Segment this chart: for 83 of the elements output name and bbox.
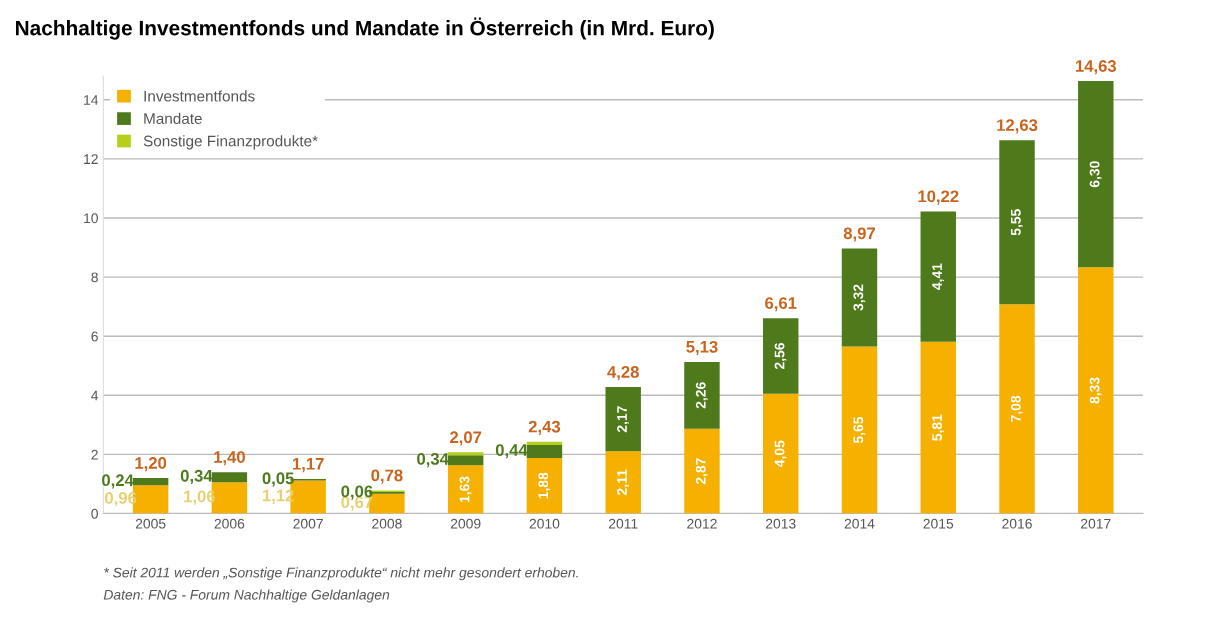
data-label: 2,26 [695,382,708,409]
bar [684,428,720,514]
data-label: 6,30 [1089,161,1102,188]
x-tick-label: 2015 [923,518,954,529]
total-label: 14,63 [1075,60,1117,75]
data-label: 7,08 [1010,395,1023,422]
data-label: 4,41 [932,263,944,290]
x-tick-label: 2013 [765,518,796,529]
text: Daten: FNG - Forum Nachhaltige Geldanlagen [103,589,390,603]
data-label: 2,11 [617,469,629,496]
y-tick-label: 4 [91,390,99,401]
y-tick-label: 12 [84,154,98,164]
bar [841,346,878,514]
bar [526,444,563,458]
total-label: 2,43 [528,420,561,435]
bar [999,304,1035,514]
data-label: 2,17 [617,406,629,433]
x-tick-label: 2010 [529,518,560,529]
chart-title: Nachhaltige Investmentfonds und Mandate in Österreich (in Mrd. Euro) [15,17,714,40]
data-label: 1,88 [538,472,551,499]
text: * Seit 2011 werden „Sonstige Finanzprodukte“ nicht mehr gesondert erhoben. [104,567,578,581]
legend-label: Mandate [144,112,202,125]
total-label: 2,07 [450,431,482,446]
bar [920,211,956,342]
bar [684,361,720,429]
bar [447,452,484,456]
total-label: 10,22 [918,190,959,205]
data-label: 0,44 [495,444,528,459]
data-label: 5,55 [1011,209,1023,236]
bar [605,387,641,452]
y-tick-label: 6 [91,331,98,342]
x-tick-label: 2005 [135,518,166,529]
data-label: 2,87 [695,458,708,485]
data-label: 0,34 [417,453,449,468]
y-tick-label: 14 [84,95,99,105]
x-tick-label: 2011 [608,518,638,529]
data-label: 0,34 [180,469,213,485]
bar [447,465,484,514]
legend-label: Sonstige Finanzprodukte* [143,135,318,150]
data-label: 8,33 [1089,377,1102,404]
bar [920,341,956,514]
total-label: 5,13 [686,340,718,356]
x-tick-label: 2016 [1002,518,1032,529]
x-tick-label: 2012 [687,518,717,529]
x-tick-label: 2008 [372,518,402,529]
bar [1078,267,1114,514]
bar [211,472,248,483]
bar [132,478,169,486]
bar [841,248,878,347]
y-tick-label: 8 [91,272,98,283]
data-label: 5,81 [932,414,944,441]
data-label: 3,32 [853,284,866,311]
data-label: 5,65 [853,416,866,444]
total-label: 6,61 [765,297,797,312]
total-label: 1,17 [292,458,324,473]
x-tick-label: 2007 [293,518,323,529]
data-label: 1,63 [459,476,472,503]
x-tick-label: 2017 [1081,518,1111,529]
bar [763,318,799,394]
bar [763,393,799,514]
legend-label: Investmentfonds [144,90,255,102]
x-tick-label: 2014 [844,518,875,529]
bar [1078,81,1114,268]
total-label: 0,78 [371,469,403,484]
total-label: 1,40 [214,451,245,466]
total-label: 12,63 [997,119,1038,134]
bar [526,457,563,514]
bar [605,451,641,514]
y-tick-label: 2 [91,449,98,460]
data-label: 0,24 [102,474,134,489]
data-label: 0,05 [262,472,294,487]
bar [999,140,1035,305]
y-tick-label: 10 [84,213,98,224]
y-tick-label: 0 [91,508,98,519]
data-label: 4,05 [774,440,787,467]
total-label: 1,20 [135,457,167,472]
total-label: 4,28 [607,366,639,381]
x-tick-label: 2006 [214,518,245,529]
data-label: 2,56 [774,342,787,370]
bar [447,455,484,466]
bar [526,441,563,445]
total-label: 8,97 [843,227,875,242]
x-tick-label: 2009 [450,518,481,529]
